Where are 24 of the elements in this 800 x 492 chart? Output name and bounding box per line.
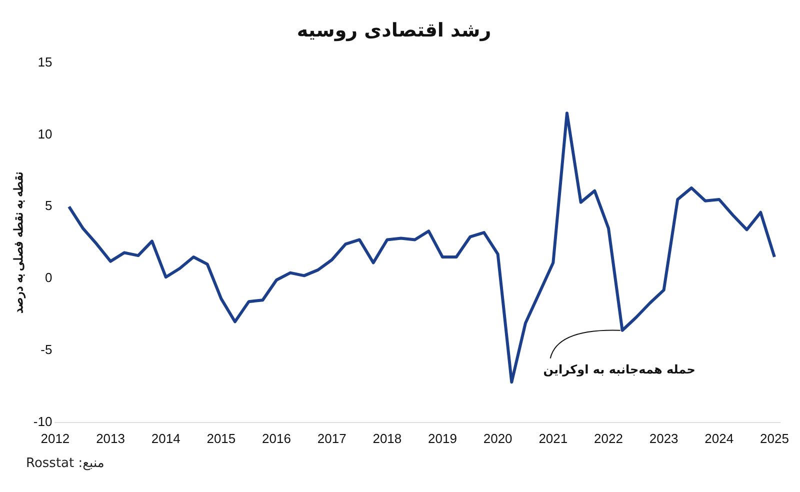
x-tick-label: 2023 [649, 430, 678, 446]
y-tick-label: 5 [44, 198, 52, 214]
y-tick-label: -5 [40, 342, 52, 358]
text: منبع: Rosstat [26, 456, 104, 471]
x-tick-label: 2018 [372, 430, 402, 446]
x-tick-label: 2024 [704, 430, 734, 446]
x-tick-label: 2012 [40, 430, 70, 446]
x-tick-label: 2013 [96, 430, 125, 446]
x-tick-label: 2015 [206, 430, 236, 446]
x-tick-label: 2019 [428, 430, 457, 446]
x-tick-label: 2016 [262, 430, 291, 446]
x-tick-label: 2017 [317, 430, 346, 446]
annotation: حمله همه‌جانبه به اوکراین [543, 362, 696, 376]
y-tick-label: 0 [44, 270, 52, 286]
x-tick-label: 2020 [483, 430, 512, 446]
y-tick-label: 15 [38, 54, 52, 70]
x-tick-label: 2022 [594, 430, 623, 446]
chart-title: رشد اقتصادی روسیه [296, 19, 492, 42]
y-axis-title: نقطه به نقطه فصلی به درصد [12, 172, 27, 314]
x-tick-label: 2025 [760, 430, 789, 446]
x-tick-label: 2014 [151, 430, 180, 446]
x-tick-label: 2021 [538, 430, 568, 446]
y-tick-label: -10 [33, 414, 52, 429]
y-tick-label: 10 [38, 126, 52, 142]
